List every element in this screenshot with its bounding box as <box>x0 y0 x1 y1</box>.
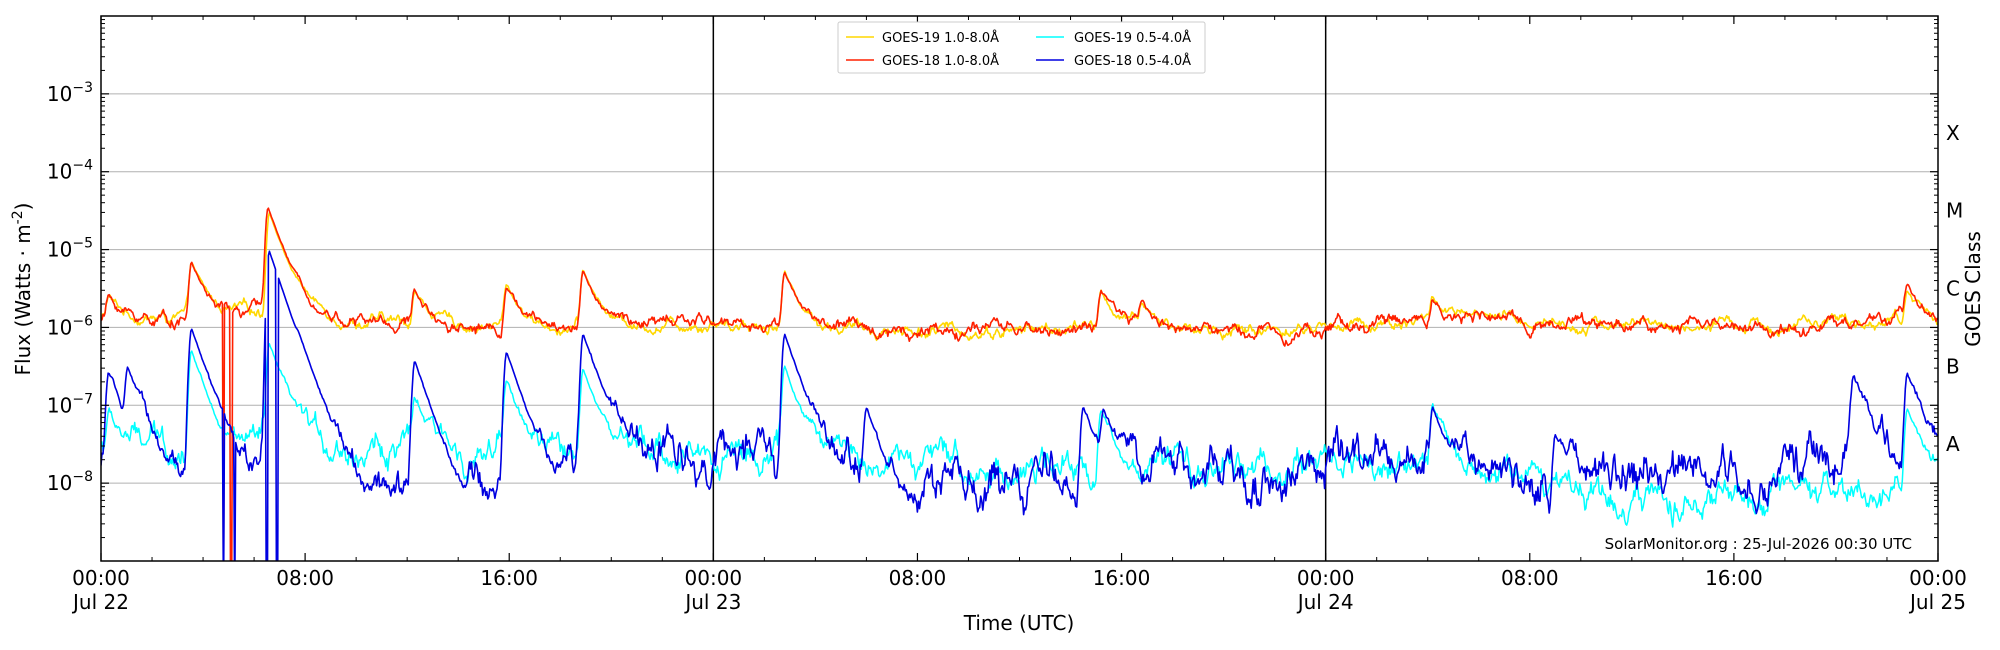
x-tick-date-label: Jul 24 <box>1296 590 1354 614</box>
y-tick-label: 10−6 <box>47 313 93 339</box>
y-tick-exponent: −7 <box>72 391 93 407</box>
goes-class-label: X <box>1946 121 1960 145</box>
series-line <box>101 250 1938 561</box>
legend-label-goes18-long: GOES-18 1.0-8.0Å <box>882 53 999 69</box>
x-tick-label: 00:00 <box>1909 566 1967 590</box>
y-tick-exponent: −5 <box>72 236 93 252</box>
footer-credit: SolarMonitor.org : 25-Jul-2026 00:30 UTC <box>1605 535 1912 553</box>
goes-class-label: B <box>1946 354 1960 378</box>
y-tick-label: 10−3 <box>47 80 93 106</box>
y-tick-label: 10−8 <box>47 469 93 495</box>
goes-class-label: C <box>1946 277 1960 301</box>
legend-label-goes19-long: GOES-19 1.0-8.0Å <box>882 30 999 46</box>
y-tick-exponent: −3 <box>72 80 93 96</box>
y-axis-label: Flux (Watts · m-2) <box>10 203 35 376</box>
x-tick-label: 16:00 <box>480 566 538 590</box>
series-layer <box>101 207 1938 561</box>
legend: GOES-19 1.0-8.0Å GOES-18 1.0-8.0Å GOES-1… <box>837 21 1206 74</box>
y-axis-label-superscript: -2 <box>10 210 26 224</box>
y-tick-exponent: −4 <box>72 158 93 174</box>
series-line <box>101 343 1938 528</box>
y2-axis-label: GOES Class <box>1961 231 1985 347</box>
x-tick-label: 16:00 <box>1093 566 1151 590</box>
y-tick-base: 10 <box>47 160 72 184</box>
y-tick-base: 10 <box>47 315 72 339</box>
x-tick-label: 08:00 <box>276 566 334 590</box>
x-tick-label: 00:00 <box>685 566 743 590</box>
x-tick-label: 16:00 <box>1705 566 1763 590</box>
x-tick-label: 08:00 <box>889 566 947 590</box>
goes-class-label: A <box>1946 432 1960 456</box>
legend-box <box>837 21 1206 74</box>
legend-label-goes19-short: GOES-19 0.5-4.0Å <box>1074 30 1191 46</box>
y-tick-base: 10 <box>47 471 72 495</box>
series-line <box>101 211 1938 342</box>
y-tick-base: 10 <box>47 82 72 106</box>
y-tick-label: 10−7 <box>47 391 93 417</box>
y-tick-exponent: −8 <box>72 469 93 485</box>
x-tick-label: 00:00 <box>72 566 130 590</box>
goes-class-label: M <box>1946 199 1963 223</box>
x-tick-date-label: Jul 25 <box>1908 590 1966 614</box>
y-axis-label-main: Flux (Watts · m <box>11 224 35 375</box>
y-axis-label-tail: ) <box>11 203 35 211</box>
y-tick-base: 10 <box>47 393 72 417</box>
goes-class-axis: X M C B A <box>1946 121 1963 456</box>
y-tick-base: 10 <box>47 238 72 262</box>
x-tick-label: 08:00 <box>1501 566 1559 590</box>
x-tick-date-label: Jul 22 <box>71 590 129 614</box>
y-tick-label: 10−4 <box>47 158 93 184</box>
y-tick-label: 10−5 <box>47 236 93 262</box>
legend-label-goes18-short: GOES-18 0.5-4.0Å <box>1074 53 1191 69</box>
y-axis: 10−810−710−610−510−410−3 <box>47 19 1938 539</box>
x-tick-date-label: Jul 23 <box>683 590 741 614</box>
x-axis-label: Time (UTC) <box>963 611 1075 635</box>
x-tick-label: 00:00 <box>1297 566 1355 590</box>
series-line <box>101 207 1938 561</box>
y-tick-exponent: −6 <box>72 313 93 329</box>
